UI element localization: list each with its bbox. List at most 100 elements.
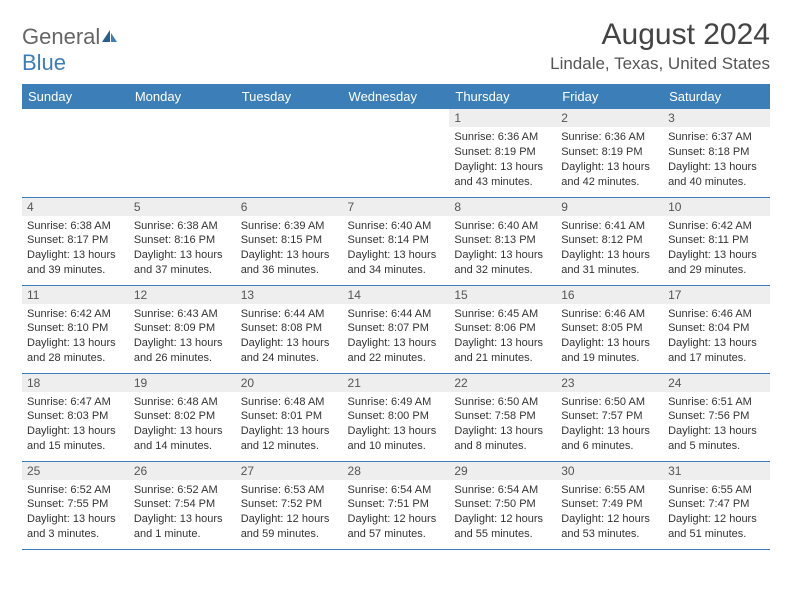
day-content: Sunrise: 6:37 AMSunset: 8:18 PMDaylight:…	[663, 127, 770, 193]
day-number: 12	[129, 286, 236, 304]
logo: GeneralBlue	[22, 18, 120, 76]
day-number: 18	[22, 374, 129, 392]
day-content: Sunrise: 6:46 AMSunset: 8:05 PMDaylight:…	[556, 304, 663, 370]
calendar-day-cell: 13Sunrise: 6:44 AMSunset: 8:08 PMDayligh…	[236, 285, 343, 373]
day-content: Sunrise: 6:50 AMSunset: 7:58 PMDaylight:…	[449, 392, 556, 458]
day-number: 16	[556, 286, 663, 304]
day-content: Sunrise: 6:36 AMSunset: 8:19 PMDaylight:…	[556, 127, 663, 193]
day-content: Sunrise: 6:50 AMSunset: 7:57 PMDaylight:…	[556, 392, 663, 458]
calendar-day-cell: 6Sunrise: 6:39 AMSunset: 8:15 PMDaylight…	[236, 197, 343, 285]
day-content: Sunrise: 6:44 AMSunset: 8:07 PMDaylight:…	[343, 304, 450, 370]
day-number: 19	[129, 374, 236, 392]
title-block: August 2024 Lindale, Texas, United State…	[550, 18, 770, 74]
day-number: 23	[556, 374, 663, 392]
calendar-day-cell: 1Sunrise: 6:36 AMSunset: 8:19 PMDaylight…	[449, 109, 556, 197]
weekday-header: Wednesday	[343, 84, 450, 109]
calendar-day-cell: 25Sunrise: 6:52 AMSunset: 7:55 PMDayligh…	[22, 461, 129, 549]
calendar-day-cell: 18Sunrise: 6:47 AMSunset: 8:03 PMDayligh…	[22, 373, 129, 461]
day-number: 15	[449, 286, 556, 304]
day-content: Sunrise: 6:36 AMSunset: 8:19 PMDaylight:…	[449, 127, 556, 193]
day-number: 21	[343, 374, 450, 392]
calendar-day-cell: 14Sunrise: 6:44 AMSunset: 8:07 PMDayligh…	[343, 285, 450, 373]
day-number: 22	[449, 374, 556, 392]
calendar-day-cell: 9Sunrise: 6:41 AMSunset: 8:12 PMDaylight…	[556, 197, 663, 285]
day-content: Sunrise: 6:48 AMSunset: 8:02 PMDaylight:…	[129, 392, 236, 458]
calendar-day-cell: 3Sunrise: 6:37 AMSunset: 8:18 PMDaylight…	[663, 109, 770, 197]
calendar-day-cell: 10Sunrise: 6:42 AMSunset: 8:11 PMDayligh…	[663, 197, 770, 285]
day-number: 13	[236, 286, 343, 304]
calendar-week-row: 4Sunrise: 6:38 AMSunset: 8:17 PMDaylight…	[22, 197, 770, 285]
calendar-body: 1Sunrise: 6:36 AMSunset: 8:19 PMDaylight…	[22, 109, 770, 549]
day-content: Sunrise: 6:38 AMSunset: 8:17 PMDaylight:…	[22, 216, 129, 282]
calendar-day-cell	[236, 109, 343, 197]
weekday-header: Friday	[556, 84, 663, 109]
day-content: Sunrise: 6:42 AMSunset: 8:10 PMDaylight:…	[22, 304, 129, 370]
day-number: 2	[556, 109, 663, 127]
calendar-day-cell: 28Sunrise: 6:54 AMSunset: 7:51 PMDayligh…	[343, 461, 450, 549]
day-number: 20	[236, 374, 343, 392]
day-number: 26	[129, 462, 236, 480]
day-number: 3	[663, 109, 770, 127]
day-content: Sunrise: 6:54 AMSunset: 7:51 PMDaylight:…	[343, 480, 450, 546]
day-number: 28	[343, 462, 450, 480]
weekday-header: Sunday	[22, 84, 129, 109]
calendar-week-row: 11Sunrise: 6:42 AMSunset: 8:10 PMDayligh…	[22, 285, 770, 373]
calendar-day-cell: 4Sunrise: 6:38 AMSunset: 8:17 PMDaylight…	[22, 197, 129, 285]
day-content: Sunrise: 6:38 AMSunset: 8:16 PMDaylight:…	[129, 216, 236, 282]
day-content: Sunrise: 6:54 AMSunset: 7:50 PMDaylight:…	[449, 480, 556, 546]
calendar-day-cell: 21Sunrise: 6:49 AMSunset: 8:00 PMDayligh…	[343, 373, 450, 461]
calendar-day-cell: 15Sunrise: 6:45 AMSunset: 8:06 PMDayligh…	[449, 285, 556, 373]
calendar-week-row: 18Sunrise: 6:47 AMSunset: 8:03 PMDayligh…	[22, 373, 770, 461]
day-content: Sunrise: 6:55 AMSunset: 7:49 PMDaylight:…	[556, 480, 663, 546]
calendar-day-cell: 5Sunrise: 6:38 AMSunset: 8:16 PMDaylight…	[129, 197, 236, 285]
calendar-day-cell: 23Sunrise: 6:50 AMSunset: 7:57 PMDayligh…	[556, 373, 663, 461]
calendar-day-cell: 29Sunrise: 6:54 AMSunset: 7:50 PMDayligh…	[449, 461, 556, 549]
calendar-day-cell: 2Sunrise: 6:36 AMSunset: 8:19 PMDaylight…	[556, 109, 663, 197]
weekday-row: SundayMondayTuesdayWednesdayThursdayFrid…	[22, 84, 770, 109]
logo-sail-icon	[100, 24, 120, 50]
day-number: 14	[343, 286, 450, 304]
calendar-day-cell: 12Sunrise: 6:43 AMSunset: 8:09 PMDayligh…	[129, 285, 236, 373]
day-number: 9	[556, 198, 663, 216]
day-number: 11	[22, 286, 129, 304]
calendar-day-cell: 31Sunrise: 6:55 AMSunset: 7:47 PMDayligh…	[663, 461, 770, 549]
day-content: Sunrise: 6:52 AMSunset: 7:54 PMDaylight:…	[129, 480, 236, 546]
day-number: 1	[449, 109, 556, 127]
location-text: Lindale, Texas, United States	[550, 54, 770, 74]
day-number: 6	[236, 198, 343, 216]
day-number: 4	[22, 198, 129, 216]
day-content: Sunrise: 6:43 AMSunset: 8:09 PMDaylight:…	[129, 304, 236, 370]
day-content: Sunrise: 6:48 AMSunset: 8:01 PMDaylight:…	[236, 392, 343, 458]
day-number: 29	[449, 462, 556, 480]
day-number: 24	[663, 374, 770, 392]
day-number: 17	[663, 286, 770, 304]
day-content: Sunrise: 6:46 AMSunset: 8:04 PMDaylight:…	[663, 304, 770, 370]
weekday-header: Monday	[129, 84, 236, 109]
day-content: Sunrise: 6:51 AMSunset: 7:56 PMDaylight:…	[663, 392, 770, 458]
calendar-table: SundayMondayTuesdayWednesdayThursdayFrid…	[22, 84, 770, 550]
day-content: Sunrise: 6:40 AMSunset: 8:13 PMDaylight:…	[449, 216, 556, 282]
logo-text-blue: Blue	[22, 50, 66, 75]
weekday-header: Saturday	[663, 84, 770, 109]
calendar-day-cell: 7Sunrise: 6:40 AMSunset: 8:14 PMDaylight…	[343, 197, 450, 285]
logo-text: GeneralBlue	[22, 24, 120, 76]
day-content: Sunrise: 6:49 AMSunset: 8:00 PMDaylight:…	[343, 392, 450, 458]
day-number: 7	[343, 198, 450, 216]
day-number: 5	[129, 198, 236, 216]
day-content: Sunrise: 6:47 AMSunset: 8:03 PMDaylight:…	[22, 392, 129, 458]
logo-text-general: General	[22, 24, 100, 49]
calendar-day-cell: 16Sunrise: 6:46 AMSunset: 8:05 PMDayligh…	[556, 285, 663, 373]
day-content: Sunrise: 6:55 AMSunset: 7:47 PMDaylight:…	[663, 480, 770, 546]
day-content: Sunrise: 6:45 AMSunset: 8:06 PMDaylight:…	[449, 304, 556, 370]
day-number: 27	[236, 462, 343, 480]
calendar-day-cell: 22Sunrise: 6:50 AMSunset: 7:58 PMDayligh…	[449, 373, 556, 461]
day-number: 8	[449, 198, 556, 216]
day-content: Sunrise: 6:39 AMSunset: 8:15 PMDaylight:…	[236, 216, 343, 282]
calendar-day-cell	[22, 109, 129, 197]
weekday-header: Thursday	[449, 84, 556, 109]
calendar-day-cell: 17Sunrise: 6:46 AMSunset: 8:04 PMDayligh…	[663, 285, 770, 373]
calendar-day-cell: 24Sunrise: 6:51 AMSunset: 7:56 PMDayligh…	[663, 373, 770, 461]
calendar-day-cell: 26Sunrise: 6:52 AMSunset: 7:54 PMDayligh…	[129, 461, 236, 549]
calendar-day-cell: 30Sunrise: 6:55 AMSunset: 7:49 PMDayligh…	[556, 461, 663, 549]
calendar-day-cell	[129, 109, 236, 197]
